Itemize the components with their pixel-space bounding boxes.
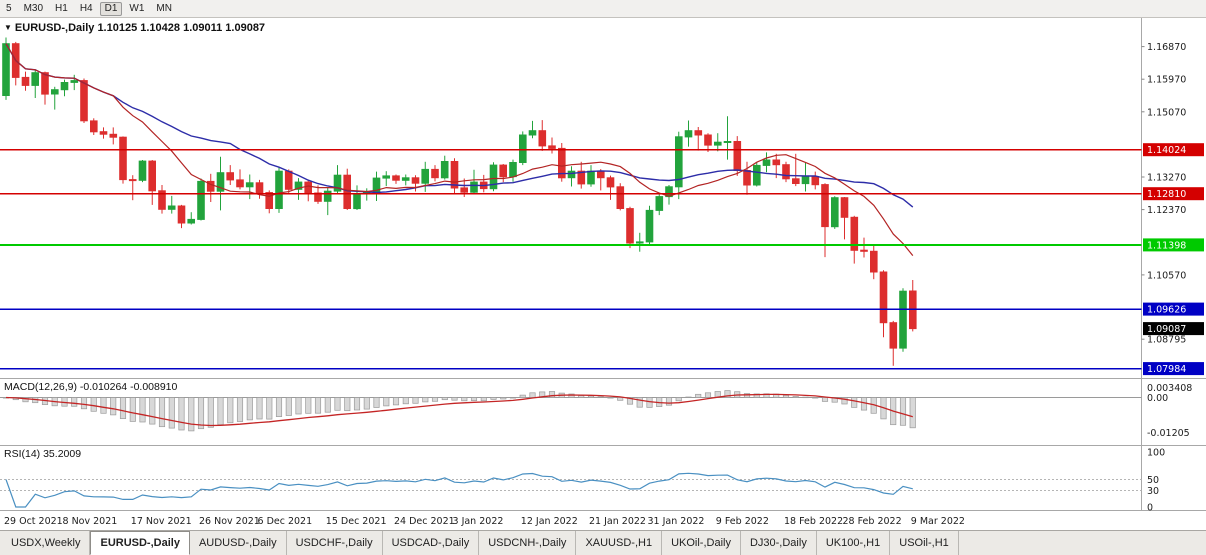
svg-text:21 Jan 2022: 21 Jan 2022 (589, 516, 646, 527)
chart-tab-usdchf-daily[interactable]: USDCHF-,Daily (287, 531, 383, 555)
svg-text:9 Mar 2022: 9 Mar 2022 (911, 516, 965, 527)
svg-text:12 Jan 2022: 12 Jan 2022 (521, 516, 578, 527)
chart-tab-eurusd-daily[interactable]: EURUSD-,Daily (90, 531, 190, 555)
svg-text:3 Jan 2022: 3 Jan 2022 (453, 516, 504, 527)
svg-text:0.003408: 0.003408 (1147, 383, 1192, 394)
svg-text:50: 50 (1147, 475, 1159, 486)
ma-fast-line (5, 43, 914, 256)
svg-text:1.12370: 1.12370 (1147, 205, 1186, 216)
timeframe-button-H1[interactable]: H1 (50, 2, 73, 16)
svg-text:1.08795: 1.08795 (1147, 335, 1186, 346)
timeframe-button-MN[interactable]: MN (151, 2, 177, 16)
timeframe-button-W1[interactable]: W1 (124, 2, 149, 16)
chart-tab-usoil-h1[interactable]: USOil-,H1 (890, 531, 959, 555)
chart-tab-uk100-h1[interactable]: UK100-,H1 (817, 531, 891, 555)
svg-text:18 Feb 2022: 18 Feb 2022 (784, 516, 843, 527)
svg-text:1.16870: 1.16870 (1147, 42, 1186, 53)
svg-text:0: 0 (1147, 503, 1153, 514)
chart-tab-xauusd-h1[interactable]: XAUUSD-,H1 (576, 531, 663, 555)
current-price-label (1143, 322, 1204, 336)
timeframe-toolbar: 5 M30 H1 H4 D1 W1 MN (0, 0, 1206, 18)
svg-text:1.14024: 1.14024 (1147, 145, 1186, 156)
chart-tab-audusd-daily[interactable]: AUDUSD-,Daily (190, 531, 287, 555)
time-axis[interactable]: 29 Oct 2021 8 Nov 2021 17 Nov 2021 26 Nov 2… (4, 516, 965, 527)
chart-window: 1.16870 1.15970 1.15070 1.13270 1.12370 1.105… (0, 18, 1206, 530)
svg-text:29 Oct 2021: 29 Oct 2021 (4, 516, 63, 527)
svg-text:1.10570: 1.10570 (1147, 270, 1186, 281)
timeframe-button-H4[interactable]: H4 (75, 2, 98, 16)
svg-text:1.07984: 1.07984 (1147, 364, 1186, 375)
chart-canvas[interactable]: 1.16870 1.15970 1.15070 1.13270 1.12370 1.105… (0, 18, 1206, 530)
svg-text:1.13270: 1.13270 (1147, 173, 1186, 184)
chart-tab-usdx-weekly[interactable]: USDX,Weekly (2, 531, 91, 555)
timeframe-button-5[interactable]: 5 (1, 2, 17, 16)
chart-tab-bar: USDX,Weekly EURUSD-,Daily AUDUSD-,Daily USD… (0, 530, 1206, 555)
svg-text:0.00: 0.00 (1147, 393, 1168, 404)
svg-text:1.09626: 1.09626 (1147, 305, 1186, 316)
svg-text:6 Dec 2021: 6 Dec 2021 (258, 516, 313, 527)
rsi-line (5, 472, 913, 508)
horizontal-level-lines[interactable] (0, 148, 1142, 370)
svg-text:1.15970: 1.15970 (1147, 75, 1186, 86)
svg-text:9 Feb 2022: 9 Feb 2022 (716, 516, 769, 527)
svg-text:1.09087: 1.09087 (1147, 324, 1186, 335)
svg-text:26 Nov 2021: 26 Nov 2021 (199, 516, 260, 527)
candlestick-series (2, 37, 917, 366)
svg-text:1.15070: 1.15070 (1147, 107, 1186, 118)
chart-tab-usdcnh-daily[interactable]: USDCNH-,Daily (479, 531, 577, 555)
chart-tab-dj30-daily[interactable]: DJ30-,Daily (741, 531, 817, 555)
timeframe-button-D1[interactable]: D1 (99, 1, 123, 16)
svg-text:1.12810: 1.12810 (1147, 189, 1186, 200)
chart-tab-usdcad-daily[interactable]: USDCAD-,Daily (383, 531, 480, 555)
svg-text:100: 100 (1147, 448, 1165, 459)
chart-tab-ukoil-daily[interactable]: UKOil-,Daily (662, 531, 741, 555)
svg-text:30: 30 (1147, 486, 1159, 497)
svg-text:1.11398: 1.11398 (1147, 240, 1186, 251)
svg-text:31 Jan 2022: 31 Jan 2022 (648, 516, 705, 527)
svg-text:24 Dec 2021: 24 Dec 2021 (394, 516, 455, 527)
svg-text:15 Dec 2021: 15 Dec 2021 (326, 516, 387, 527)
timeframe-button-M30[interactable]: M30 (19, 2, 48, 16)
svg-text:-0.01205: -0.01205 (1147, 428, 1190, 439)
macd-histogram (2, 390, 916, 432)
svg-text:28 Feb 2022: 28 Feb 2022 (843, 516, 902, 527)
price-axis[interactable]: 1.16870 1.15970 1.15070 1.13270 1.12370 1.105… (1141, 42, 1205, 376)
ma-slow-line (5, 43, 914, 208)
macd-signal-line (5, 393, 913, 427)
svg-text:8 Nov 2021: 8 Nov 2021 (63, 516, 118, 527)
svg-text:17 Nov 2021: 17 Nov 2021 (131, 516, 192, 527)
